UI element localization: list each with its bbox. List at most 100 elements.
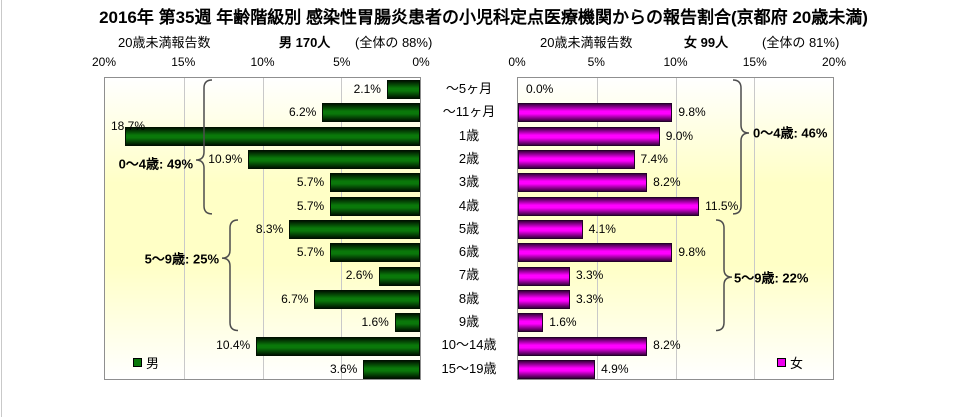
male-bar-3歳: [330, 173, 420, 193]
male-plot-area: 2.1% 6.2% 18.7% 10.9% 5.7% 5.7% 8.3% 5.7% 2.6% 6.…: [104, 77, 421, 380]
bar-row-8歳: 3.3%: [518, 288, 833, 311]
male-bar-10〜14歳: [256, 336, 420, 356]
age-category-label: 4歳: [458, 197, 480, 213]
value-label: 3.3%: [575, 291, 604, 306]
bar-row-7歳: 2.6%: [105, 264, 420, 287]
value-label: 1.6%: [549, 315, 577, 330]
male-bar-2歳: [248, 150, 420, 170]
group-annotation-label: 0〜4歳: 49%: [118, 156, 193, 172]
bar-row-7歳: 3.3%: [518, 264, 833, 287]
axis-tick-label: 15%: [171, 55, 196, 69]
group-annotation-label: 0〜4歳: 46%: [753, 125, 828, 141]
female-bar-5歳: [518, 219, 583, 239]
axis-tick-label: 20%: [91, 55, 117, 69]
male-legend: 男: [133, 353, 159, 372]
female-bar-10〜14歳: [518, 336, 648, 356]
bar-row-15〜19歳: 4.9%: [518, 358, 833, 381]
age-category-label: 9歳: [458, 314, 480, 330]
value-label: 8.3%: [255, 221, 284, 236]
axis-tick-label: 20%: [821, 55, 847, 69]
bar-row-3歳: 8.2%: [518, 171, 833, 194]
gridline-5pct: [596, 78, 598, 379]
value-label: 3.6%: [329, 361, 358, 376]
axis-tick-label: 0%: [508, 55, 526, 69]
value-label: 4.9%: [601, 361, 629, 376]
bar-row-〜5ヶ月: 0.0%: [518, 78, 833, 101]
value-label: 0.0%: [526, 82, 554, 96]
female-bar-〜11ヶ月: [518, 103, 673, 123]
male-report-count-caption: 20歳未満報告数: [118, 35, 211, 50]
axis-tick-label: 0%: [412, 55, 430, 69]
gridline-15pct: [754, 78, 756, 379]
male-bar-〜5ヶ月: [386, 80, 420, 100]
male-bar-〜11ヶ月: [322, 103, 420, 123]
male-legend-swatch-icon: [133, 358, 142, 367]
female-legend-swatch-icon: [776, 358, 786, 367]
value-label: 1.6%: [361, 315, 389, 330]
bar-row-6歳: 5.7%: [105, 241, 420, 264]
male-legend-label: 男: [146, 356, 160, 371]
bar-row-10〜14歳: 8.2%: [518, 334, 833, 357]
left-edge-line: [1, 0, 2, 417]
female-legend: 女: [776, 353, 803, 372]
female-bar-7歳: [518, 266, 570, 286]
value-label: 9.0%: [665, 128, 694, 143]
male-bar-8歳: [314, 289, 420, 309]
age-category-label: 7歳: [458, 267, 480, 283]
bar-row-5歳: 4.1%: [518, 218, 833, 241]
value-label: 9.8%: [678, 245, 706, 260]
value-label: 6.2%: [289, 105, 317, 120]
female-total-label: 女 99人: [684, 35, 729, 50]
age-category-label: 10〜14歳: [441, 337, 497, 353]
bar-row-4歳: 11.5%: [518, 195, 833, 218]
female-bar-9歳: [518, 313, 544, 333]
male-bar-1歳: [125, 126, 420, 146]
group-brace-icon: [221, 219, 239, 332]
female-bar-4歳: [518, 196, 700, 216]
bar-row-〜11ヶ月: 9.8%: [518, 101, 833, 124]
age-category-axis: 〜5ヶ月 〜11ヶ月 1歳 2歳 3歳 4歳 5歳 6歳 7歳 8歳 9歳 10〜14歳 15〜19歳: [421, 77, 517, 380]
bar-row-6歳: 9.8%: [518, 241, 833, 264]
axis-tick-label: 10%: [250, 55, 275, 69]
gridline-15pct: [183, 78, 185, 379]
age-category-label: 〜11ヶ月: [442, 104, 496, 120]
male-total-label: 男 170人: [279, 35, 331, 50]
axis-tick-label: 5%: [587, 55, 605, 69]
value-label: 10.9%: [208, 151, 243, 166]
age-category-label: 15〜19歳: [441, 360, 497, 376]
value-label: 7.4%: [640, 151, 668, 166]
female-bar-8歳: [518, 289, 570, 309]
value-label: 9.8%: [678, 105, 706, 120]
value-label: 8.2%: [653, 338, 681, 353]
female-bar-15〜19歳: [518, 359, 596, 379]
value-label: 11.5%: [705, 198, 739, 213]
bar-row-3歳: 5.7%: [105, 171, 420, 194]
age-category-label: 2歳: [458, 150, 480, 166]
gridline-10pct: [262, 78, 264, 379]
value-label: 5.7%: [296, 198, 325, 213]
group-brace-icon: [195, 79, 213, 215]
bar-row-1歳: 9.0%: [518, 125, 833, 148]
bar-row-2歳: 10.9%: [105, 148, 420, 171]
age-category-label: 5歳: [458, 220, 480, 236]
bar-row-〜5ヶ月: 2.1%: [105, 78, 420, 101]
male-bar-15〜19歳: [363, 359, 420, 379]
bar-row-4歳: 5.7%: [105, 195, 420, 218]
value-label: 10.4%: [216, 338, 251, 353]
male-bar-4歳: [330, 196, 420, 216]
value-label: 5.7%: [296, 245, 325, 260]
bar-row-5歳: 8.3%: [105, 218, 420, 241]
group-annotation-label: 5〜9歳: 25%: [144, 251, 219, 267]
group-annotation-label: 5〜9歳: 22%: [734, 270, 809, 286]
male-share-label: (全体の 88%): [355, 35, 433, 50]
value-label: 5.7%: [296, 175, 325, 190]
female-bar-3歳: [518, 173, 648, 193]
value-label: 4.1%: [588, 221, 616, 236]
male-bar-7歳: [379, 266, 420, 286]
female-share-label: (全体の 81%): [762, 35, 840, 50]
group-brace-icon: [715, 219, 733, 332]
male-bar-5歳: [289, 219, 420, 239]
bar-row-15〜19歳: 3.6%: [105, 358, 420, 381]
value-label: 6.7%: [281, 291, 309, 306]
